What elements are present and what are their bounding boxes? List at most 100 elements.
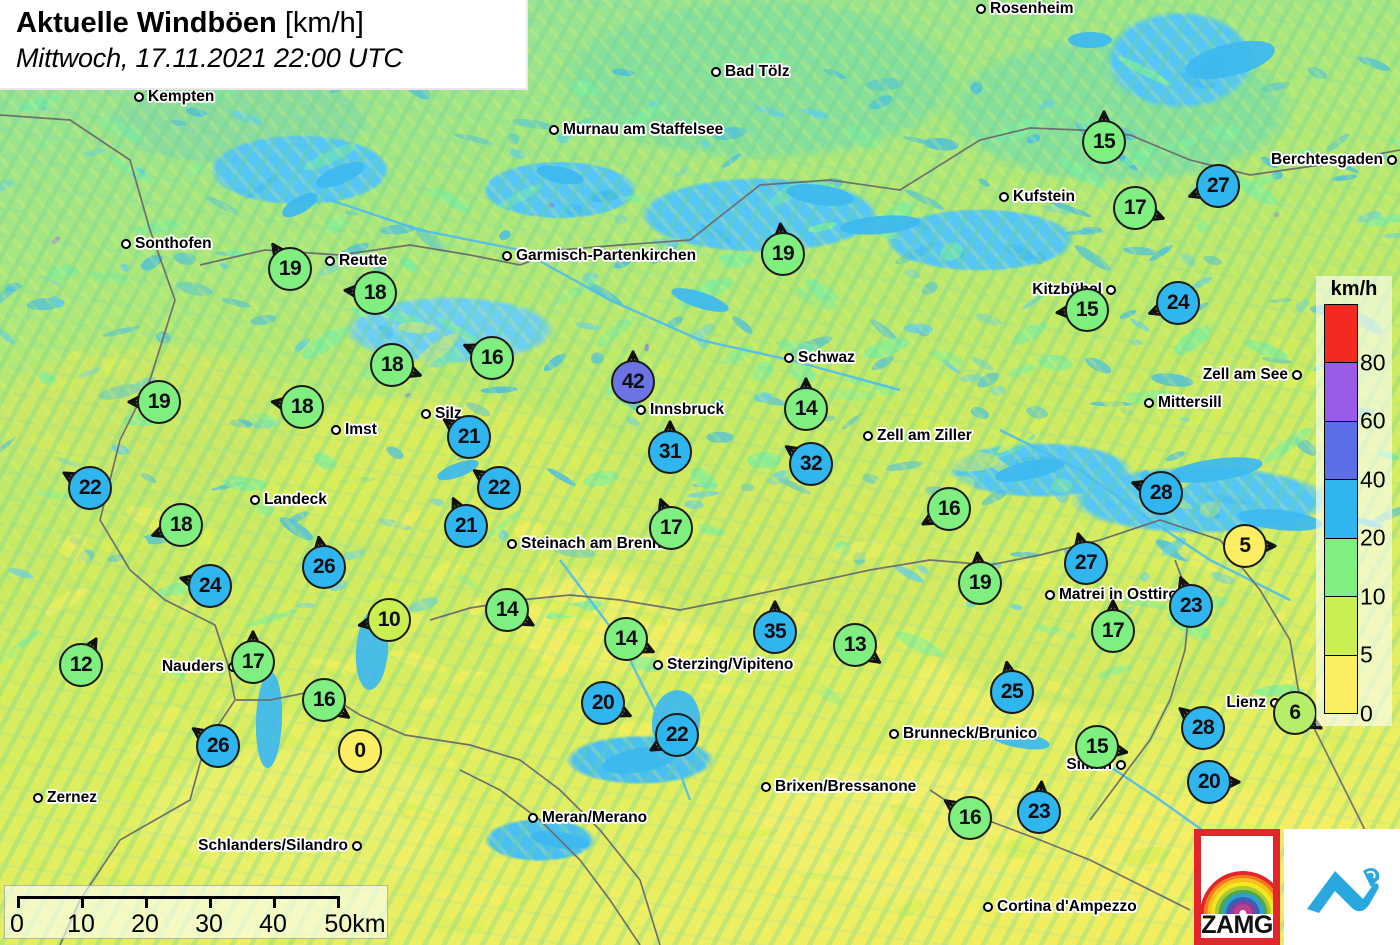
wind-station-marker[interactable]: 17: [1113, 186, 1165, 230]
wind-station-marker[interactable]: 26: [191, 724, 240, 768]
wind-station-marker[interactable]: 20: [1187, 760, 1241, 804]
wind-station-marker[interactable]: 19: [268, 242, 312, 291]
wind-station-marker[interactable]: 23: [1017, 780, 1061, 834]
wind-station-marker[interactable]: 17: [1091, 599, 1135, 653]
wind-station-marker[interactable]: 16: [943, 796, 992, 840]
wind-station-marker[interactable]: 42: [611, 350, 655, 404]
wind-gust-value-bubble[interactable]: 19: [268, 247, 312, 291]
wind-station-marker[interactable]: 32: [784, 442, 833, 486]
wind-station-marker[interactable]: 26: [302, 535, 346, 589]
wind-gust-value-bubble[interactable]: 21: [444, 504, 488, 548]
wind-gust-value-bubble[interactable]: 16: [470, 336, 514, 380]
wind-gust-value-bubble[interactable]: 24: [188, 564, 232, 608]
wind-gust-value-bubble[interactable]: 19: [137, 380, 181, 424]
wind-gust-value-bubble[interactable]: 19: [958, 561, 1002, 605]
wind-gust-value-bubble[interactable]: 26: [302, 545, 346, 589]
wind-gust-value-bubble[interactable]: 16: [948, 796, 992, 840]
wind-gust-value-bubble[interactable]: 21: [447, 415, 491, 459]
wind-station-marker[interactable]: 14: [784, 377, 828, 431]
wind-station-marker[interactable]: 22: [649, 713, 699, 757]
wind-station-marker[interactable]: 23: [1169, 576, 1213, 628]
wind-gust-value-bubble[interactable]: 26: [196, 724, 240, 768]
wind-station-marker[interactable]: 15: [1082, 110, 1126, 164]
wind-gust-value-bubble[interactable]: 16: [302, 678, 346, 722]
wind-gust-value-bubble[interactable]: 13: [833, 623, 877, 667]
wind-gust-value-bubble[interactable]: 17: [1091, 609, 1135, 653]
wind-gust-value-bubble[interactable]: 22: [68, 466, 112, 510]
wind-station-marker[interactable]: 15: [1075, 725, 1129, 769]
wind-station-marker[interactable]: 15: [1055, 288, 1109, 332]
wind-station-marker[interactable]: 18: [343, 271, 397, 315]
wind-station-marker[interactable]: 17: [649, 498, 693, 550]
wind-station-marker[interactable]: 16: [463, 336, 514, 380]
wind-station-marker[interactable]: 24: [179, 564, 232, 608]
wind-gust-value-bubble[interactable]: 23: [1169, 584, 1213, 628]
wind-station-marker[interactable]: 18: [151, 503, 203, 547]
wind-station-marker[interactable]: 19: [761, 222, 805, 276]
wind-gust-value-bubble[interactable]: 15: [1065, 288, 1109, 332]
wind-station-marker[interactable]: 25: [990, 660, 1034, 714]
wind-gust-value-bubble[interactable]: 18: [353, 271, 397, 315]
wind-station-marker[interactable]: 13: [833, 623, 882, 667]
wind-station-marker[interactable]: 17: [231, 630, 275, 684]
wind-gust-value-bubble[interactable]: 27: [1196, 164, 1240, 208]
wind-gust-value-bubble[interactable]: 22: [655, 713, 699, 757]
wind-gust-value-bubble[interactable]: 23: [1017, 790, 1061, 834]
wind-gust-value-bubble[interactable]: 35: [753, 610, 797, 654]
wind-gust-value-bubble[interactable]: 14: [604, 617, 648, 661]
wind-station-marker[interactable]: 27: [1188, 164, 1240, 208]
wind-station-marker[interactable]: 16: [921, 487, 971, 531]
wind-station-marker[interactable]: 35: [753, 600, 797, 654]
wind-gust-value-bubble[interactable]: 0: [338, 729, 382, 773]
wind-station-marker[interactable]: 28: [1131, 471, 1183, 515]
wind-station-marker[interactable]: 21: [444, 497, 488, 548]
wind-gust-value-bubble[interactable]: 22: [477, 466, 521, 510]
wind-station-marker[interactable]: 12: [59, 637, 103, 687]
wind-gust-value-bubble[interactable]: 17: [1113, 186, 1157, 230]
wind-gust-value-bubble[interactable]: 20: [581, 681, 625, 725]
wind-gust-value-bubble[interactable]: 25: [990, 670, 1034, 714]
wind-gust-value-bubble[interactable]: 14: [485, 588, 529, 632]
wind-station-marker[interactable]: 6: [1273, 691, 1323, 735]
wind-station-marker[interactable]: 19: [958, 551, 1002, 605]
wind-station-marker[interactable]: 14: [485, 588, 535, 632]
wind-station-marker[interactable]: 24: [1148, 281, 1200, 325]
wind-station-marker[interactable]: 18: [270, 385, 324, 429]
wind-station-marker[interactable]: 19: [127, 380, 181, 424]
wind-station-marker[interactable]: 21: [442, 415, 491, 459]
wind-gust-value-bubble[interactable]: 16: [927, 487, 971, 531]
wind-station-marker[interactable]: 28: [1178, 706, 1225, 750]
wind-gust-value-bubble[interactable]: 15: [1075, 725, 1119, 769]
wind-gust-value-bubble[interactable]: 12: [59, 643, 103, 687]
wind-gust-value: 17: [1123, 196, 1147, 219]
wind-station-marker[interactable]: 27: [1064, 532, 1108, 585]
wind-gust-value-bubble[interactable]: 24: [1156, 281, 1200, 325]
wind-station-marker[interactable]: 20: [581, 681, 632, 725]
wind-gust-value-bubble[interactable]: 19: [761, 232, 805, 276]
wind-gust-value-bubble[interactable]: 14: [784, 387, 828, 431]
wind-gust-value-bubble[interactable]: 20: [1187, 760, 1231, 804]
wind-gust-value-bubble[interactable]: 28: [1181, 706, 1225, 750]
wind-gust-value-bubble[interactable]: 32: [789, 442, 833, 486]
wind-station-marker[interactable]: 5: [1223, 524, 1277, 568]
wind-gust-value-bubble[interactable]: 18: [280, 385, 324, 429]
wind-gust-value-bubble[interactable]: 17: [231, 640, 275, 684]
wind-station-marker[interactable]: 31: [648, 420, 692, 474]
wind-gust-value-bubble[interactable]: 6: [1273, 691, 1317, 735]
wind-station-marker[interactable]: 10: [357, 598, 411, 642]
wind-station-marker[interactable]: 18: [370, 343, 422, 387]
wind-gust-value-bubble[interactable]: 42: [611, 360, 655, 404]
wind-station-marker[interactable]: 22: [62, 466, 112, 510]
wind-station-marker[interactable]: 14: [604, 617, 655, 661]
wind-station-marker[interactable]: 0: [338, 729, 382, 773]
wind-gust-value-bubble[interactable]: 28: [1139, 471, 1183, 515]
wind-gust-value-bubble[interactable]: 15: [1082, 120, 1126, 164]
wind-gust-value-bubble[interactable]: 27: [1064, 541, 1108, 585]
wind-gust-value-bubble[interactable]: 18: [370, 343, 414, 387]
wind-gust-value-bubble[interactable]: 5: [1223, 524, 1267, 568]
wind-station-marker[interactable]: 16: [302, 678, 351, 722]
wind-gust-value-bubble[interactable]: 18: [159, 503, 203, 547]
wind-gust-value-bubble[interactable]: 10: [367, 598, 411, 642]
wind-gust-value-bubble[interactable]: 31: [648, 430, 692, 474]
wind-gust-value-bubble[interactable]: 17: [649, 506, 693, 550]
